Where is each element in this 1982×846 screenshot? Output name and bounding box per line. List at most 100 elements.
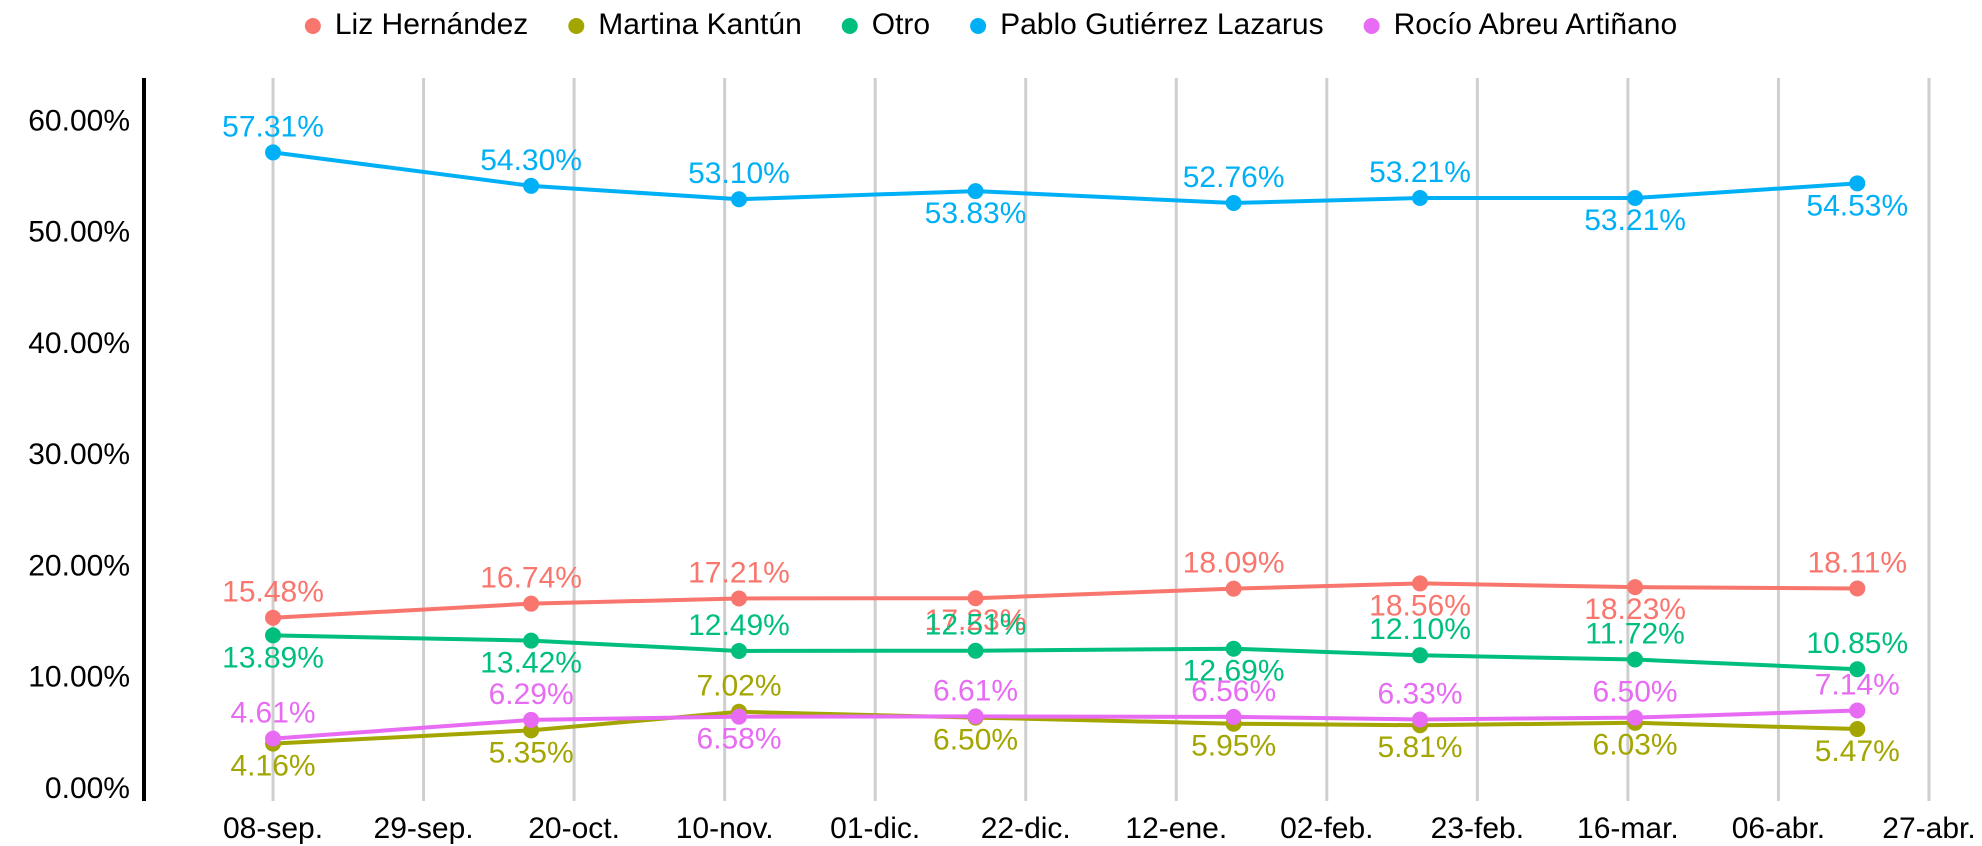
data-label: 53.10% xyxy=(688,157,790,190)
point xyxy=(1412,575,1429,592)
point xyxy=(265,144,282,161)
y-tick-label: 60.00% xyxy=(28,104,130,137)
point xyxy=(1849,580,1866,597)
x-tick-label: 02-feb. xyxy=(1280,812,1373,845)
legend-label: Martina Kantún xyxy=(598,8,801,41)
x-tick-label: 08-sep. xyxy=(223,812,323,845)
point xyxy=(967,590,984,607)
point xyxy=(265,730,282,747)
point xyxy=(265,609,282,626)
data-label: 13.89% xyxy=(222,641,324,674)
data-label: 6.03% xyxy=(1593,729,1678,762)
point xyxy=(1412,190,1429,207)
data-label: 54.53% xyxy=(1806,189,1908,222)
data-label: 6.56% xyxy=(1191,675,1276,708)
legend-label: Otro xyxy=(872,8,930,41)
y-tick-label: 20.00% xyxy=(28,549,130,582)
x-tick-label: 06-abr. xyxy=(1732,812,1825,845)
data-label: 7.02% xyxy=(696,670,781,703)
point xyxy=(1627,579,1644,596)
point xyxy=(1849,175,1866,192)
point xyxy=(523,632,540,649)
y-tick-label: 0.00% xyxy=(45,772,130,805)
legend-label: Pablo Gutiérrez Lazarus xyxy=(1000,8,1324,41)
y-tick-label: 10.00% xyxy=(28,661,130,694)
data-label: 12.51% xyxy=(925,609,1027,642)
x-tick-label: 27-abr. xyxy=(1882,812,1975,845)
x-tick-label: 12-ene. xyxy=(1125,812,1227,845)
legend-item: Otro xyxy=(841,8,930,41)
data-label: 6.33% xyxy=(1377,677,1462,710)
data-label: 11.72% xyxy=(1585,617,1685,650)
data-label: 53.83% xyxy=(925,197,1027,230)
point xyxy=(730,642,747,659)
data-label: 6.29% xyxy=(489,678,574,711)
data-label: 18.09% xyxy=(1183,547,1285,580)
point xyxy=(967,708,984,725)
point xyxy=(523,595,540,612)
x-tick-label: 10-nov. xyxy=(676,812,774,845)
legend-item: Martina Kantún xyxy=(568,8,802,41)
data-label: 54.30% xyxy=(480,144,582,177)
legend-label: Rocío Abreu Artiñano xyxy=(1394,8,1678,41)
y-tick-label: 30.00% xyxy=(28,438,130,471)
point xyxy=(1627,651,1644,668)
data-label: 17.23% xyxy=(925,604,1027,637)
line xyxy=(272,709,1858,746)
y-tick-label: 50.00% xyxy=(28,216,130,249)
point xyxy=(523,711,540,728)
point xyxy=(1849,661,1866,678)
point xyxy=(1849,721,1866,738)
legend-marker xyxy=(568,18,585,34)
data-label: 18.23% xyxy=(1584,593,1686,626)
data-label: 4.61% xyxy=(230,697,315,730)
data-label: 10.85% xyxy=(1806,627,1908,660)
data-label: 5.81% xyxy=(1377,731,1462,764)
data-label: 17.21% xyxy=(688,556,790,589)
point xyxy=(265,627,282,644)
line xyxy=(272,633,1858,672)
point xyxy=(1412,711,1429,728)
data-label: 6.50% xyxy=(1593,675,1678,708)
data-label: 12.10% xyxy=(1369,613,1471,646)
legend-item: Rocío Abreu Artiñano xyxy=(1363,8,1678,41)
data-label: 18.11% xyxy=(1808,546,1908,579)
x-tick-label: 20-oct. xyxy=(528,812,620,845)
point xyxy=(1225,580,1242,597)
data-label: 16.74% xyxy=(480,562,582,595)
point xyxy=(967,642,984,659)
legend-marker xyxy=(970,18,987,34)
legend-item: Liz Hernández xyxy=(304,8,528,41)
x-tick-label: 23-feb. xyxy=(1431,812,1524,845)
data-label: 4.16% xyxy=(230,750,315,783)
legend-marker xyxy=(1363,18,1380,34)
line xyxy=(272,581,1858,620)
data-label: 6.61% xyxy=(933,674,1018,707)
data-label: 7.14% xyxy=(1815,668,1900,701)
point xyxy=(967,183,984,200)
data-label: 6.58% xyxy=(696,723,781,756)
point xyxy=(730,708,747,725)
point xyxy=(730,191,747,208)
legend-marker xyxy=(304,18,321,34)
data-label: 5.47% xyxy=(1815,735,1900,768)
data-label: 18.56% xyxy=(1369,589,1471,622)
point xyxy=(730,590,747,607)
point xyxy=(1225,640,1242,657)
x-tick-label: 01-dic. xyxy=(830,812,920,845)
x-tick-label: 29-sep. xyxy=(374,812,474,845)
data-label: 53.21% xyxy=(1584,204,1686,237)
data-label: 12.69% xyxy=(1183,655,1285,688)
data-label: 15.48% xyxy=(222,576,324,609)
point xyxy=(1627,190,1644,207)
data-label: 6.50% xyxy=(933,723,1018,756)
legend-item: Pablo Gutiérrez Lazarus xyxy=(970,8,1324,41)
x-tick-label: 22-dic. xyxy=(981,812,1071,845)
data-label: 13.42% xyxy=(480,647,582,680)
legend-label: Liz Hernández xyxy=(335,8,528,41)
point xyxy=(1849,702,1866,719)
line xyxy=(272,150,1858,206)
point xyxy=(523,177,540,194)
y-tick-label: 40.00% xyxy=(28,327,130,360)
